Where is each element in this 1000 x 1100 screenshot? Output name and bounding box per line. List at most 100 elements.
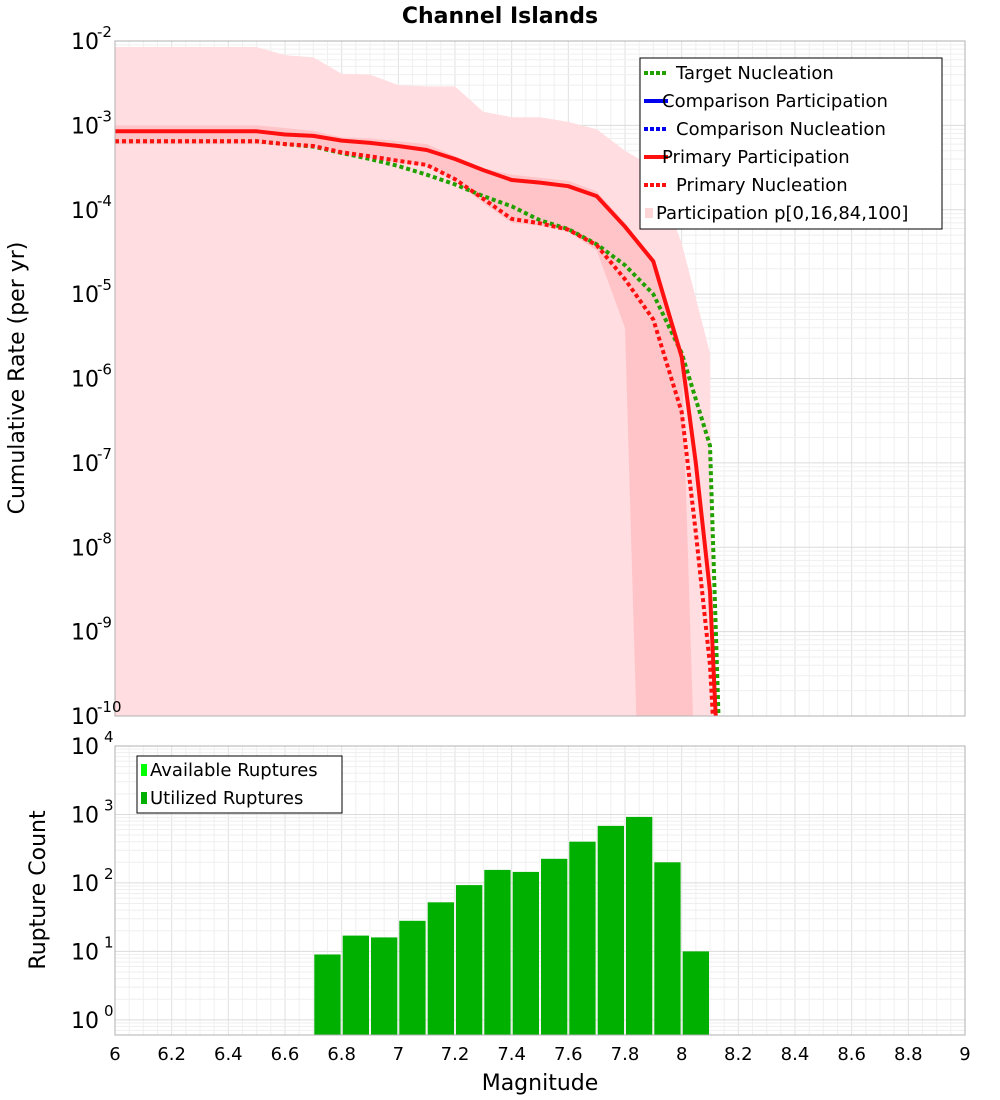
y-tick-exponent: -4	[97, 192, 112, 210]
bar	[314, 954, 341, 1035]
legend-label: Primary Participation	[662, 147, 850, 168]
chart-title: Channel Islands	[402, 4, 598, 29]
legend-label: Utilized Ruptures	[150, 788, 303, 809]
y-tick-exponent: 4	[104, 728, 114, 746]
y-tick-exponent: -10	[97, 698, 122, 716]
x-tick-label: 7.6	[554, 1044, 583, 1065]
bar	[512, 871, 539, 1035]
bottom-legend: Available Ruptures Utilized Ruptures	[136, 755, 343, 814]
legend-label: Available Ruptures	[150, 760, 318, 781]
top-plot-frame	[114, 40, 966, 717]
y-tick-base: 10	[71, 872, 99, 897]
legend-swatch	[645, 208, 653, 218]
y-tick-base: 10	[71, 735, 99, 760]
y-tick-label: 10-9	[71, 614, 112, 646]
y-tick-base: 10	[71, 705, 99, 730]
top-legend-box	[639, 57, 943, 230]
x-tick-label: 8	[676, 1044, 687, 1065]
x-tick-label: 6	[109, 1044, 120, 1065]
x-tick-label: 7.2	[441, 1044, 470, 1065]
bottom-y-ticks: 10 4 10 3 10 2 10 1 10 0	[71, 728, 114, 1034]
series-primary-participation	[115, 129, 718, 717]
y-tick-label: 10-6	[71, 361, 112, 393]
top-bands	[115, 47, 713, 716]
bar	[654, 862, 681, 1035]
y-tick-exponent: -2	[97, 23, 112, 41]
legend-label: Participation p[0,16,84,100]	[656, 203, 908, 224]
y-tick-exponent: -3	[97, 107, 112, 125]
x-tick-label: 7.4	[497, 1044, 526, 1065]
bar	[569, 841, 596, 1035]
x-axis-label: Magnitude	[482, 1071, 599, 1096]
bar	[456, 885, 483, 1035]
x-tick-label: 6.2	[157, 1044, 186, 1065]
legend-label: Comparison Participation	[662, 91, 888, 112]
y-tick-exponent: -6	[97, 361, 112, 379]
bar	[682, 951, 709, 1035]
bottom-panel: 10 4 10 3 10 2 10 1 10 0 6 6.2 6.4 6.6 6.8 7 7.2 7.4 7.6 7…	[26, 728, 971, 1096]
y-tick-exponent: -7	[97, 445, 112, 463]
y-tick-label: 10-8	[71, 529, 112, 561]
x-tick-label: 6.4	[214, 1044, 243, 1065]
x-tick-label: 8.6	[837, 1044, 866, 1065]
band-p16-p84	[115, 125, 693, 716]
bar	[342, 935, 369, 1035]
y-tick-label: 10 4	[71, 728, 114, 760]
y-tick-base: 10	[71, 199, 99, 224]
y-tick-base: 10	[71, 368, 99, 393]
y-tick-base: 10	[71, 1009, 99, 1034]
top-lines	[115, 129, 721, 717]
x-tick-label: 7	[393, 1044, 404, 1065]
series-primary-nucleation	[115, 139, 715, 717]
y-tick-base: 10	[71, 536, 99, 561]
y-tick-base: 10	[71, 940, 99, 965]
x-tick-label: 6.8	[327, 1044, 356, 1065]
y-tick-label: 10-3	[71, 107, 112, 139]
y-tick-label: 10 3	[71, 796, 114, 828]
x-tick-label: 8.4	[781, 1044, 810, 1065]
y-tick-exponent: -9	[97, 614, 112, 632]
y-tick-label: 10-10	[71, 698, 122, 730]
bar	[399, 920, 426, 1035]
bar	[427, 902, 454, 1035]
y-tick-base: 10	[71, 803, 99, 828]
top-legend: Target Nucleation Comparison Participatio…	[639, 57, 943, 230]
x-tick-label: 9	[959, 1044, 970, 1065]
bottom-bars	[314, 816, 709, 1035]
y-tick-label: 10-4	[71, 192, 112, 224]
x-tick-label: 8.8	[894, 1044, 923, 1065]
y-tick-exponent: 1	[104, 933, 114, 951]
y-tick-label: 10 0	[71, 1002, 114, 1034]
y-tick-exponent: 0	[104, 1002, 114, 1020]
x-tick-label: 6.6	[271, 1044, 300, 1065]
legend-label: Comparison Nucleation	[676, 119, 886, 140]
bottom-y-axis-label: Rupture Count	[26, 810, 51, 970]
bottom-x-ticks: 6 6.2 6.4 6.6 6.8 7 7.2 7.4 7.6 7.8 8 8.2 8.4 8.6 8.8 9	[109, 1044, 970, 1065]
y-tick-label: 10 2	[71, 865, 114, 897]
bar	[626, 816, 653, 1035]
top-panel: 10-210-310-410-510-610-710-810-910-10 Cu…	[5, 23, 966, 730]
y-tick-exponent: -5	[97, 276, 112, 294]
y-tick-base: 10	[71, 621, 99, 646]
y-tick-label: 10 1	[71, 933, 114, 965]
legend-label: Primary Nucleation	[676, 175, 848, 196]
legend-label: Target Nucleation	[675, 63, 834, 84]
y-tick-exponent: -8	[97, 529, 112, 547]
bar	[484, 869, 511, 1035]
x-tick-label: 8.2	[724, 1044, 753, 1065]
y-tick-exponent: 2	[104, 865, 114, 883]
bottom-legend-box	[136, 755, 343, 814]
y-tick-base: 10	[71, 114, 99, 139]
y-tick-base: 10	[71, 283, 99, 308]
bar	[541, 858, 568, 1035]
y-tick-label: 10-5	[71, 276, 112, 308]
top-y-ticks: 10-210-310-410-510-610-710-810-910-10	[71, 23, 122, 730]
bottom-plot-frame	[114, 745, 966, 1036]
legend-swatch	[141, 792, 147, 804]
y-tick-label: 10-2	[71, 23, 112, 55]
y-tick-exponent: 3	[104, 796, 114, 814]
bar	[371, 937, 398, 1035]
bar	[597, 825, 624, 1035]
x-tick-label: 7.8	[611, 1044, 640, 1065]
